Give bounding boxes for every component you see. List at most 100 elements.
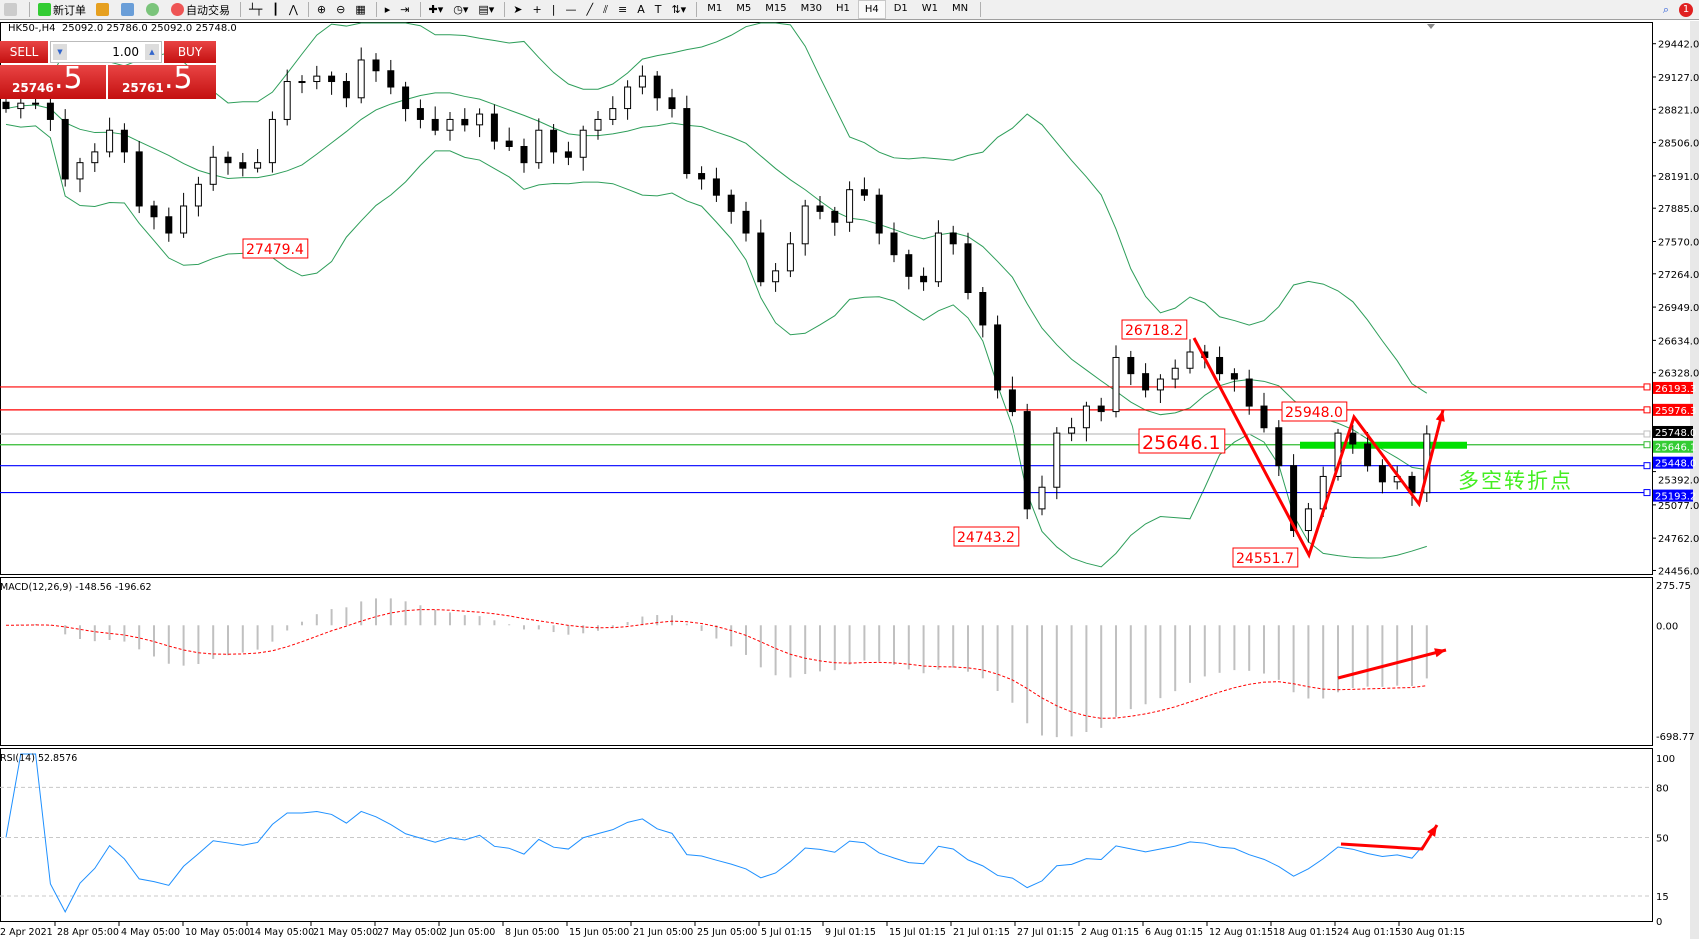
auto-trade-button[interactable]: 自动交易 xyxy=(167,1,234,18)
time-tick-label: 24 Aug 01:15 xyxy=(1337,927,1401,938)
price-annotation-box xyxy=(1138,428,1226,454)
timeframe-d1[interactable]: D1 xyxy=(893,3,908,14)
indicators-icon[interactable]: ✚▾ xyxy=(428,3,444,16)
candle-body xyxy=(653,75,661,99)
candle-body xyxy=(1349,432,1357,445)
candle-body xyxy=(609,108,617,120)
timeframe-h4[interactable]: H4 xyxy=(857,0,886,19)
time-tick-label: 2 Jun 05:00 xyxy=(441,927,495,938)
line-chart-button[interactable]: ⋀ xyxy=(288,3,298,16)
new-order-button[interactable]: 新订单 xyxy=(34,1,90,18)
rsi-label: RSI(14) 52.8576 xyxy=(0,753,77,764)
sell-button[interactable]: SELL xyxy=(0,41,48,63)
time-tick-label: 10 May 05:00 xyxy=(185,927,250,938)
decrease-lot-icon[interactable]: ▼ xyxy=(53,44,67,60)
tile-windows-icon[interactable]: ▦ xyxy=(355,3,366,16)
bear-candle xyxy=(1097,397,1105,422)
candle-body xyxy=(846,189,854,223)
candle-body xyxy=(135,151,143,207)
navigator-button[interactable] xyxy=(117,1,140,18)
price-annotation: 27479.4 xyxy=(246,242,304,258)
bull-candle xyxy=(1171,359,1179,389)
market-watch-button[interactable] xyxy=(92,1,115,18)
signals-button[interactable] xyxy=(142,1,165,18)
bull-candle xyxy=(1068,417,1076,442)
bull-candle xyxy=(106,117,114,158)
candle-body xyxy=(979,292,987,326)
bull-bear-turning-point-note: 多空转折点 xyxy=(1458,469,1573,493)
buy-button[interactable]: BUY xyxy=(164,41,216,63)
horizontal-line-icon[interactable]: — xyxy=(565,3,577,16)
candle-body xyxy=(372,59,380,72)
timeframe-m5[interactable]: M5 xyxy=(736,3,752,14)
bull-candle xyxy=(476,108,484,138)
zoom-in-icon[interactable]: ⊕ xyxy=(316,3,327,16)
candle-body xyxy=(1171,367,1179,380)
candle-body xyxy=(1304,508,1312,532)
level-handle xyxy=(1643,406,1651,414)
candle-body xyxy=(1097,405,1105,413)
time-tick-label: 8 Jun 05:00 xyxy=(505,927,559,938)
candle-body xyxy=(668,97,676,110)
bear-candle xyxy=(165,207,173,242)
arrows-icon[interactable]: ⇅▾ xyxy=(671,3,687,16)
text-label-icon[interactable]: T xyxy=(654,3,662,16)
candle-body xyxy=(831,210,839,223)
buy-price-button[interactable]: 25761 .5 xyxy=(108,61,216,99)
bull-candle xyxy=(313,65,321,90)
separator xyxy=(504,2,506,17)
search-icon[interactable]: ⌕ xyxy=(1662,2,1669,16)
trendline-icon[interactable]: ╱ xyxy=(586,3,594,16)
periods-clock-icon[interactable]: ◷▾ xyxy=(453,3,469,16)
candlestick-button[interactable]: ┃ xyxy=(272,3,279,16)
vertical-line-icon[interactable]: | xyxy=(551,3,556,16)
candle-body xyxy=(150,205,158,218)
crosshair-icon[interactable]: + xyxy=(532,3,542,16)
increase-lot-icon[interactable]: ▲ xyxy=(145,44,159,60)
zoom-out-icon[interactable]: ⊖ xyxy=(336,3,346,16)
notification-badge[interactable]: 1 xyxy=(1675,1,1697,18)
bollinger-middle xyxy=(5,92,1427,471)
templates-icon[interactable]: ▤▾ xyxy=(478,3,495,16)
time-tick-label: 28 Apr 05:00 xyxy=(57,927,119,938)
bear-candle xyxy=(860,177,868,201)
timeframe-m1[interactable]: M1 xyxy=(707,3,723,14)
candle-body xyxy=(949,232,957,245)
price-tick-label: 27264.0 xyxy=(1658,270,1699,281)
price-chart[interactable]: 29442.0 29127.0 28821.0 28506.0 28191.0 27885… xyxy=(0,21,1699,939)
lot-value[interactable]: 1.00 xyxy=(112,45,139,59)
bear-candle xyxy=(668,88,676,118)
lot-size-stepper[interactable]: ▼ 1.00 ▲ xyxy=(50,41,162,63)
text-icon[interactable]: A xyxy=(637,3,645,16)
level-label: 25976.3 xyxy=(1655,406,1696,417)
fibonacci-icon[interactable]: ≡ xyxy=(617,3,628,16)
bear-candle xyxy=(742,201,750,242)
timeframe-w1[interactable]: W1 xyxy=(921,3,939,14)
candle-body xyxy=(446,118,454,131)
chart-header: HK50-,H4 25092.0 25786.0 25092.0 25748.0 xyxy=(8,23,237,34)
search-icon-left[interactable] xyxy=(0,1,23,18)
auto-scroll-icon[interactable]: ▸ xyxy=(384,3,391,16)
timeframe-mn[interactable]: MN xyxy=(952,3,969,14)
bull-candle xyxy=(624,80,632,120)
candle-body xyxy=(342,81,350,99)
timeframe-h1[interactable]: H1 xyxy=(835,3,850,14)
bull-candle xyxy=(180,192,188,238)
chart-shift-icon[interactable]: ⇥ xyxy=(400,3,410,16)
cursor-icon[interactable]: ➤ xyxy=(513,3,523,16)
bear-candle xyxy=(875,188,883,245)
time-tick-label: 30 Aug 01:15 xyxy=(1401,927,1465,938)
buy-label: BUY xyxy=(177,45,203,59)
timeframe-m15[interactable]: M15 xyxy=(765,3,787,14)
sell-price-button[interactable]: 25746 .5 xyxy=(0,61,106,99)
price-tick-label: 29442.0 xyxy=(1658,40,1699,51)
channel-icon[interactable]: ⫽ xyxy=(603,2,608,16)
candle-body xyxy=(106,129,114,153)
candle-body xyxy=(180,205,188,234)
level-handle xyxy=(1643,462,1651,470)
candle-body xyxy=(313,75,321,83)
bar-chart-button[interactable]: ┴┬ xyxy=(249,3,263,16)
candle-body xyxy=(1038,486,1046,510)
macd-pane-frame xyxy=(0,577,1653,746)
timeframe-m30[interactable]: M30 xyxy=(800,3,822,14)
